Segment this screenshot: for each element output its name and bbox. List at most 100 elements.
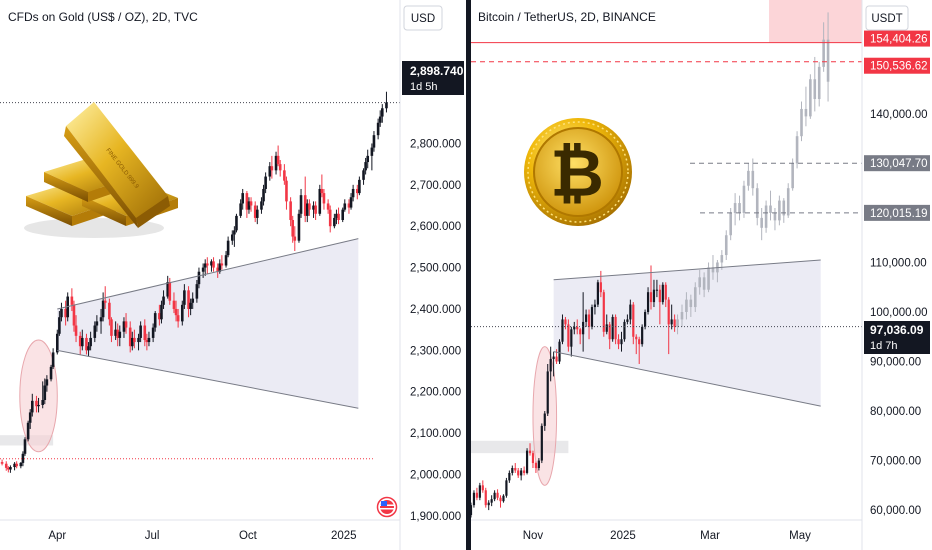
btc-candle (596, 279, 599, 308)
btc-candle (478, 482, 481, 501)
btc-projection-candle (782, 198, 786, 223)
gold-candle (233, 226, 236, 247)
gold-last-price: 2,898.740 (410, 64, 464, 78)
gold-candle (226, 236, 230, 258)
gold-price-axis[interactable]: USD 1,900.000 2,000.000 2,100.000 2,200.000… (399, 0, 466, 550)
gold-candle (118, 325, 122, 347)
btc-candle (646, 287, 650, 315)
gold-candle (99, 308, 103, 334)
btc-candle (641, 324, 644, 347)
btc-target-tag (864, 204, 930, 221)
btc-projection-candle (822, 22, 825, 72)
gold-candle (0, 459, 4, 466)
gold-candle (305, 199, 309, 223)
gold-chart-panel[interactable]: FINE GOLD 999.9 CFDs on Gold (US$ / OZ),… (0, 0, 466, 550)
gold-countdown: 1d 5h (410, 81, 438, 93)
btc-candle (570, 326, 573, 357)
gold-chart-title: CFDs on Gold (US$ / OZ), 2D, TVC (8, 10, 198, 24)
btc-time-axis[interactable]: Nov 2025 Mar May (471, 519, 862, 542)
gold-candle (358, 176, 361, 196)
gold-candle (189, 298, 192, 316)
btc-price-tick: 90,000.00 (870, 357, 921, 369)
gold-candle (320, 174, 324, 198)
gold-candle (351, 184, 355, 202)
gold-candle (362, 168, 365, 185)
gold-candle (70, 288, 74, 312)
btc-chart-panel[interactable]: ₿ Bitcoin / TetherUS, 2D, BINANCE USDT 6… (469, 0, 932, 550)
gold-chart-background-layer (0, 238, 359, 453)
gold-candle (60, 302, 63, 322)
gold-candle (145, 333, 149, 351)
gold-candle (37, 397, 40, 413)
gold-time-axis[interactable]: Apr Jul Oct 2025 (0, 519, 400, 542)
btc-candle (593, 299, 597, 315)
btc-candle (655, 279, 659, 298)
btc-projection-candle (733, 193, 737, 226)
btc-currency-button[interactable] (865, 5, 909, 31)
btc-projection-candle (702, 272, 706, 298)
gold-candle (247, 197, 251, 214)
gold-time-tick: Oct (239, 530, 258, 542)
panel-divider[interactable] (466, 0, 471, 550)
gold-candle (95, 315, 99, 332)
gold-candle (85, 333, 88, 355)
btc-candle (472, 490, 476, 508)
gold-candle (64, 300, 67, 326)
gold-candle (49, 364, 53, 382)
gold-currency-label: USD (411, 13, 435, 25)
gold-candle (101, 292, 105, 322)
btc-time-tick: Nov (523, 530, 544, 542)
btc-time-ticks: Nov 2025 Mar May (523, 530, 811, 542)
btc-projection-candle (804, 86, 808, 127)
btc-candle (555, 349, 558, 364)
gold-candle (197, 267, 201, 289)
btc-channel-fill (553, 260, 821, 407)
gold-candle (45, 375, 49, 392)
btc-projection-candle (707, 262, 710, 293)
btc-candle (520, 468, 523, 481)
gold-candle (312, 201, 315, 218)
gold-candle (380, 104, 384, 123)
btc-target-tag (864, 30, 930, 47)
gold-candle (130, 331, 134, 351)
gold-candle (139, 321, 142, 343)
gold-candle (43, 378, 47, 405)
gold-candle (195, 280, 199, 303)
gold-currency-button[interactable] (403, 5, 443, 31)
gold-candle (51, 348, 55, 369)
gold-candle (58, 311, 61, 336)
gold-candle (245, 191, 249, 218)
gold-candle (180, 300, 184, 326)
gold-candle (270, 155, 274, 179)
btc-candle (561, 314, 564, 345)
gold-candle (89, 331, 92, 351)
btc-candle (517, 468, 520, 478)
btc-last-price-tag: 97,036.09 1d 7h (864, 321, 930, 354)
btc-candle (499, 495, 502, 508)
btc-candle (481, 480, 484, 493)
gold-candle (318, 184, 322, 216)
btc-time-tick: May (789, 530, 811, 542)
btc-candle (475, 487, 479, 501)
btc-projection-candle (689, 294, 693, 317)
gold-candle (87, 342, 90, 357)
gold-candle (335, 209, 338, 225)
btc-candle (673, 314, 676, 332)
btc-candle (652, 279, 656, 308)
gold-candle (21, 451, 25, 467)
btc-candle (564, 316, 567, 330)
btc-channel-lower-line (553, 351, 821, 407)
btc-candle (667, 297, 670, 355)
gold-candle (343, 199, 347, 212)
btc-target-tags: 154,404.26 150,536.62 130,047.70 120,015.19 (864, 30, 930, 221)
btc-price-tick: 70,000.00 (870, 456, 921, 468)
gold-candle (30, 393, 34, 417)
btc-candle (525, 448, 529, 475)
gold-candle (151, 323, 155, 343)
btc-candle (490, 495, 493, 507)
gold-candle (162, 290, 165, 309)
btc-time-tick: 2025 (610, 530, 636, 542)
gold-candle (274, 151, 278, 175)
btc-price-axis[interactable]: USDT 60,000.00 70,000.00 80,000.00 90,000.0… (861, 0, 932, 550)
